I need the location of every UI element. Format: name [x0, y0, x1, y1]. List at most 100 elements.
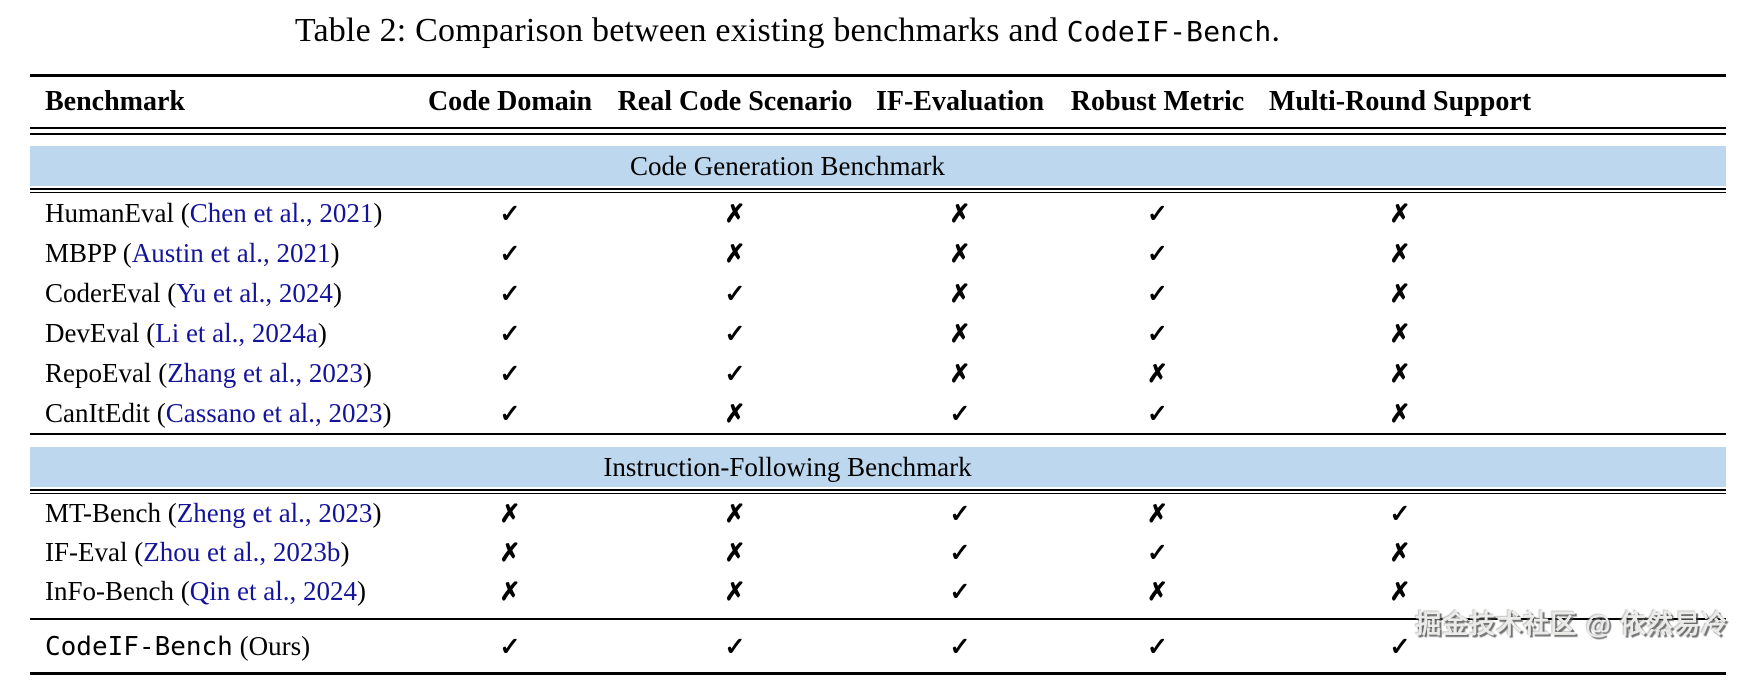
cross-icon: ✗	[724, 240, 746, 268]
mark-cell: ✗	[1060, 498, 1255, 529]
header-bottom-double-rule	[30, 127, 1726, 135]
check-icon: ✓	[949, 501, 971, 528]
check-icon: ✓	[1389, 633, 1411, 661]
mark-cell: ✗	[410, 576, 610, 607]
table-header-row: Benchmark Code Domain Real Code Scenario…	[30, 77, 1726, 127]
mark-cell: ✓	[1060, 238, 1255, 269]
mark-cell: ✓	[610, 631, 860, 662]
mark-cell: ✗	[610, 198, 860, 229]
col-header-multi-round-support: Multi-Round Support	[1268, 86, 1532, 117]
watermark: 掘金技术社区 @ 依然易冷	[1415, 609, 1728, 639]
mark-cell: ✓	[410, 631, 610, 662]
check-icon: ✓	[499, 320, 521, 348]
benchmark-name-cell: CoderEval (Yu et al., 2024)	[45, 277, 342, 308]
citation-link[interactable]: Austin et al., 2021	[131, 237, 331, 268]
cross-icon: ✗	[1389, 200, 1411, 228]
mark-cell: ✗	[1255, 238, 1545, 269]
col-header-if-evaluation: IF-Evaluation	[875, 86, 1045, 117]
cross-icon: ✗	[499, 579, 521, 606]
benchmark-name-cell: InFo-Bench (Qin et al., 2024)	[45, 576, 366, 606]
table-row: RepoEval (Zhang et al., 2023) ✓ ✓ ✗ ✗ ✗	[30, 353, 1726, 393]
mark-cell: ✓	[410, 198, 610, 229]
table-caption: Table 2: Comparison between existing ben…	[30, 12, 1545, 50]
check-icon: ✓	[499, 200, 521, 228]
mark-cell: ✓	[860, 576, 1060, 607]
mark-cell: ✓	[1255, 631, 1545, 662]
mark-cell: ✗	[410, 498, 610, 529]
check-icon: ✓	[1147, 540, 1168, 567]
benchmark-name-cell: CodeIF-Bench (Ours)	[45, 630, 311, 662]
table-row: IF-Eval (Zhou et al., 2023b) ✗ ✗ ✓ ✓ ✗	[30, 533, 1726, 572]
table-row: CoderEval (Yu et al., 2024) ✓ ✓ ✗ ✓ ✗	[30, 273, 1726, 313]
check-icon: ✓	[499, 360, 521, 388]
col-header-robust-metric: Robust Metric	[1070, 86, 1245, 117]
citation-link[interactable]: Cassano et al., 2023	[165, 397, 383, 428]
check-icon: ✓	[949, 400, 971, 428]
check-icon: ✓	[499, 240, 521, 268]
mark-cell: ✗	[1255, 198, 1545, 229]
band-bottom-rule	[30, 188, 1726, 193]
mark-cell: ✓	[860, 537, 1060, 568]
citation-link[interactable]: Zhou et al., 2023b	[143, 537, 341, 567]
mark-cell: ✓	[1060, 631, 1255, 662]
citation-link[interactable]: Zhang et al., 2023	[167, 357, 363, 388]
mark-cell: ✓	[1060, 318, 1255, 349]
mark-cell: ✓	[1255, 498, 1545, 529]
mark-cell: ✗	[1255, 576, 1545, 607]
section-label: Instruction-Following Benchmark	[603, 451, 972, 482]
cross-icon: ✗	[1389, 360, 1411, 388]
citation-link[interactable]: Yu et al., 2024	[176, 277, 333, 308]
citation-link[interactable]: Chen et al., 2021	[189, 197, 374, 228]
mark-cell: ✓	[410, 278, 610, 309]
cross-icon: ✗	[724, 200, 746, 228]
cross-icon: ✗	[724, 579, 746, 606]
check-icon: ✓	[724, 360, 746, 388]
mark-cell: ✓	[410, 318, 610, 349]
cross-icon: ✗	[1389, 280, 1411, 308]
mark-cell: ✗	[1255, 537, 1545, 568]
mark-cell: ✗	[610, 537, 860, 568]
check-icon: ✓	[1147, 240, 1168, 268]
benchmark-name-cell: DevEval (Li et al., 2024a)	[45, 317, 327, 348]
section-band: Instruction-Following Benchmark	[30, 447, 1726, 487]
mark-cell: ✗	[610, 576, 860, 607]
check-icon: ✓	[949, 633, 971, 661]
mark-cell: ✗	[860, 198, 1060, 229]
citation-link[interactable]: Li et al., 2024a	[155, 317, 318, 348]
citation-link[interactable]: Zheng et al., 2023	[176, 498, 373, 528]
benchmark-name-cell: MBPP (Austin et al., 2021)	[45, 237, 340, 268]
mark-cell: ✗	[1060, 576, 1255, 607]
check-icon: ✓	[499, 633, 521, 661]
mark-cell: ✓	[610, 358, 860, 389]
benchmark-name-cell: CanItEdit (Cassano et al., 2023)	[45, 397, 392, 428]
cross-icon: ✗	[724, 501, 746, 528]
cross-icon: ✗	[949, 320, 971, 348]
mark-cell: ✓	[860, 631, 1060, 662]
cross-icon: ✗	[499, 501, 521, 528]
mark-cell: ✓	[1060, 398, 1255, 429]
cross-icon: ✗	[1147, 360, 1168, 388]
benchmark-name-cell: MT-Bench (Zheng et al., 2023)	[45, 498, 382, 528]
mark-cell: ✓	[610, 318, 860, 349]
mark-cell: ✗	[860, 318, 1060, 349]
caption-code-name: CodeIF-Bench	[1066, 15, 1272, 48]
citation-link[interactable]: Qin et al., 2024	[189, 576, 357, 606]
mark-cell: ✓	[410, 398, 610, 429]
cross-icon: ✗	[1389, 320, 1411, 348]
mark-cell: ✗	[610, 498, 860, 529]
cross-icon: ✗	[724, 540, 746, 567]
cross-icon: ✗	[949, 280, 971, 308]
check-icon: ✓	[1147, 200, 1168, 228]
cross-icon: ✗	[949, 240, 971, 268]
mark-cell: ✗	[1060, 358, 1255, 389]
table-row: DevEval (Li et al., 2024a) ✓ ✓ ✗ ✓ ✗	[30, 313, 1726, 353]
col-header-code-domain: Code Domain	[427, 86, 593, 117]
benchmark-name-cell: HumanEval (Chen et al., 2021)	[45, 197, 383, 228]
check-icon: ✓	[1147, 280, 1168, 308]
table-row: CodeIF-Bench (Ours) ✓ ✓ ✓ ✓ ✓	[30, 620, 1726, 672]
check-icon: ✓	[499, 400, 521, 428]
table-row: CanItEdit (Cassano et al., 2023) ✓ ✗ ✓ ✓ ✗	[30, 393, 1726, 433]
check-icon: ✓	[724, 280, 746, 308]
mark-cell: ✗	[1255, 358, 1545, 389]
cross-icon: ✗	[949, 200, 971, 228]
